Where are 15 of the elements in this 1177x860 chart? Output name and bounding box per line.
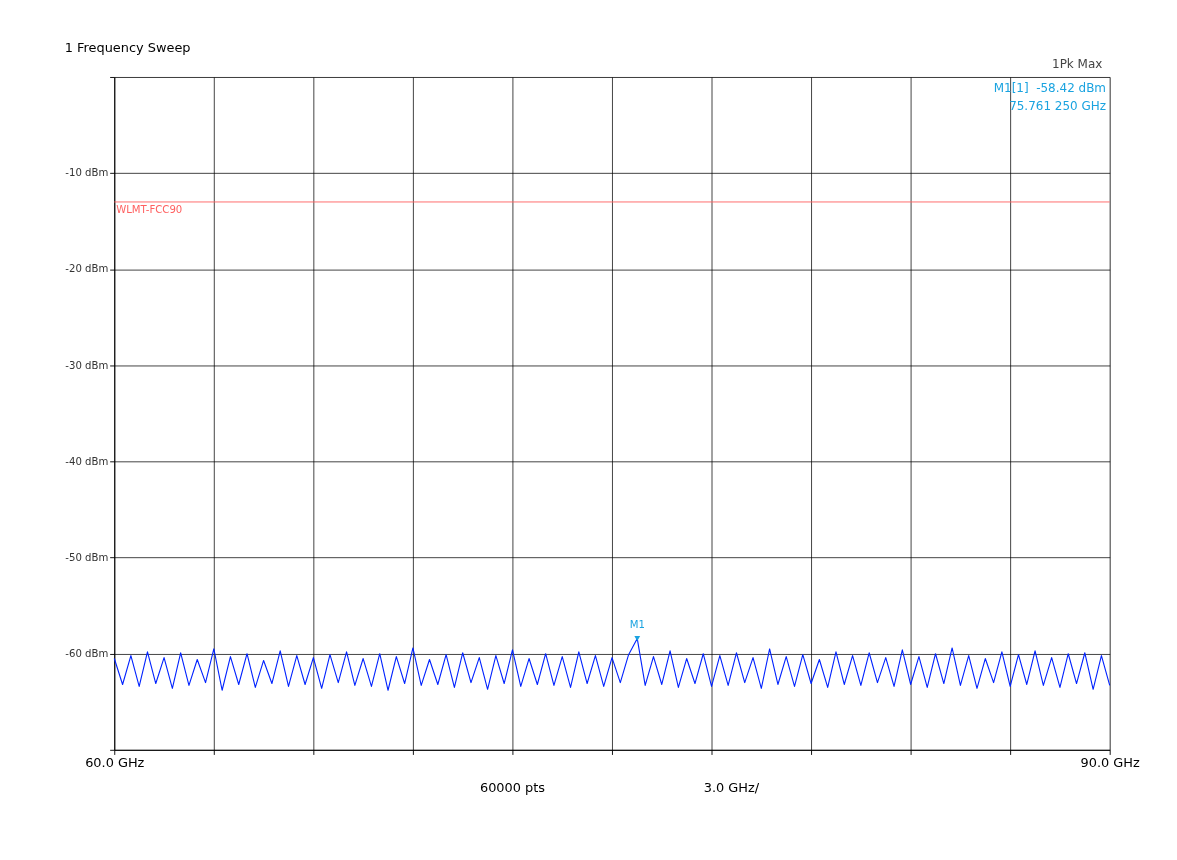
- annotation: M1: [629, 619, 645, 631]
- chart-title: 1 Frequency Sweep: [64, 40, 191, 56]
- x-tick-label: 60.0 GHz: [85, 754, 145, 770]
- y-tick-label: -40 dBm: [65, 455, 109, 467]
- annotation: -58.42 dBm: [1036, 80, 1107, 95]
- text: 1Pk Max: [1052, 56, 1103, 71]
- x-tick-label: 90.0 GHz: [1080, 754, 1141, 770]
- text: 60000 pts: [479, 780, 546, 796]
- y-tick-label: -10 dBm: [65, 167, 109, 179]
- y-tick-label: -60 dBm: [65, 647, 109, 659]
- y-tick-label: -20 dBm: [65, 263, 109, 275]
- y-tick-label: -50 dBm: [65, 551, 109, 563]
- text: 3.0 GHz/: [703, 780, 760, 796]
- y-tick-label: -30 dBm: [65, 359, 109, 371]
- ref-line-label: WLMT-FCC90: [116, 204, 183, 216]
